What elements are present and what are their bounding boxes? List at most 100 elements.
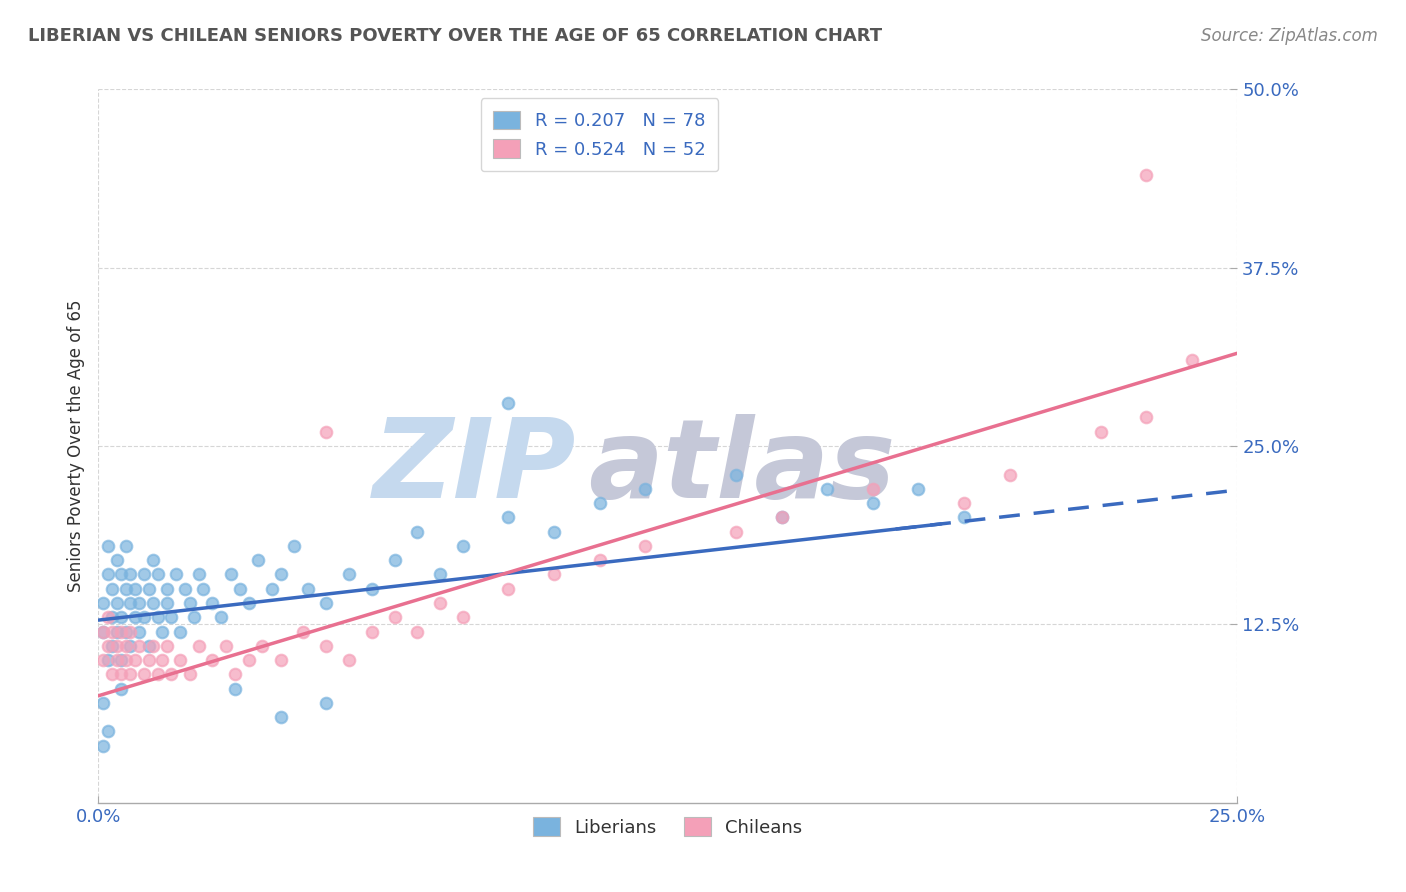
Liberians (498, 396, 520, 410)
Liberians (120, 639, 142, 653)
Liberians (105, 553, 128, 567)
Liberians (360, 582, 382, 596)
Liberians (138, 639, 160, 653)
Liberians (270, 567, 292, 582)
Liberians (174, 582, 197, 596)
Liberians (110, 567, 132, 582)
Legend: Liberians, Chileans: Liberians, Chileans (526, 810, 810, 844)
Chileans (110, 667, 132, 681)
Chileans (1135, 168, 1157, 182)
Liberians (101, 639, 124, 653)
Liberians (138, 582, 160, 596)
Chileans (1181, 353, 1204, 368)
Chileans (634, 539, 657, 553)
Liberians (146, 567, 169, 582)
Chileans (150, 653, 173, 667)
Chileans (998, 467, 1021, 482)
Chileans (91, 624, 114, 639)
Liberians (270, 710, 292, 724)
Liberians (238, 596, 260, 610)
Chileans (451, 610, 474, 624)
Chileans (224, 667, 246, 681)
Liberians (114, 539, 136, 553)
Liberians (297, 582, 319, 596)
Chileans (132, 667, 155, 681)
Liberians (120, 567, 142, 582)
Chileans (543, 567, 565, 582)
Liberians (132, 610, 155, 624)
Chileans (862, 482, 884, 496)
Chileans (91, 653, 114, 667)
Liberians (725, 467, 748, 482)
Chileans (1135, 410, 1157, 425)
Liberians (224, 681, 246, 696)
Liberians (283, 539, 305, 553)
Chileans (215, 639, 238, 653)
Chileans (120, 667, 142, 681)
Text: LIBERIAN VS CHILEAN SENIORS POVERTY OVER THE AGE OF 65 CORRELATION CHART: LIBERIAN VS CHILEAN SENIORS POVERTY OVER… (28, 27, 882, 45)
Liberians (429, 567, 451, 582)
Liberians (862, 496, 884, 510)
Liberians (588, 496, 610, 510)
Chileans (187, 639, 209, 653)
Chileans (1090, 425, 1112, 439)
Liberians (156, 596, 179, 610)
Chileans (138, 653, 160, 667)
Chileans (406, 624, 429, 639)
Liberians (146, 610, 169, 624)
Liberians (219, 567, 242, 582)
Liberians (228, 582, 250, 596)
Chileans (101, 667, 124, 681)
Liberians (907, 482, 929, 496)
Chileans (292, 624, 315, 639)
Liberians (114, 624, 136, 639)
Liberians (634, 482, 657, 496)
Chileans (114, 653, 136, 667)
Liberians (953, 510, 976, 524)
Liberians (128, 596, 150, 610)
Chileans (96, 610, 118, 624)
Liberians (209, 610, 232, 624)
Liberians (110, 610, 132, 624)
Liberians (246, 553, 269, 567)
Liberians (96, 653, 118, 667)
Chileans (169, 653, 191, 667)
Liberians (183, 610, 205, 624)
Chileans (114, 639, 136, 653)
Chileans (498, 582, 520, 596)
Liberians (260, 582, 283, 596)
Liberians (124, 610, 146, 624)
Liberians (543, 524, 565, 539)
Liberians (96, 567, 118, 582)
Chileans (146, 667, 169, 681)
Liberians (337, 567, 360, 582)
Chileans (124, 653, 146, 667)
Liberians (315, 696, 337, 710)
Chileans (315, 425, 337, 439)
Liberians (142, 553, 165, 567)
Chileans (105, 653, 128, 667)
Liberians (101, 610, 124, 624)
Liberians (498, 510, 520, 524)
Liberians (193, 582, 215, 596)
Chileans (238, 653, 260, 667)
Liberians (150, 624, 173, 639)
Chileans (252, 639, 274, 653)
Chileans (120, 624, 142, 639)
Liberians (165, 567, 187, 582)
Chileans (128, 639, 150, 653)
Liberians (96, 724, 118, 739)
Text: Source: ZipAtlas.com: Source: ZipAtlas.com (1201, 27, 1378, 45)
Chileans (360, 624, 382, 639)
Liberians (315, 596, 337, 610)
Liberians (179, 596, 201, 610)
Liberians (114, 582, 136, 596)
Liberians (815, 482, 838, 496)
Liberians (120, 596, 142, 610)
Chileans (725, 524, 748, 539)
Liberians (169, 624, 191, 639)
Chileans (101, 624, 124, 639)
Chileans (201, 653, 224, 667)
Liberians (105, 596, 128, 610)
Chileans (770, 510, 793, 524)
